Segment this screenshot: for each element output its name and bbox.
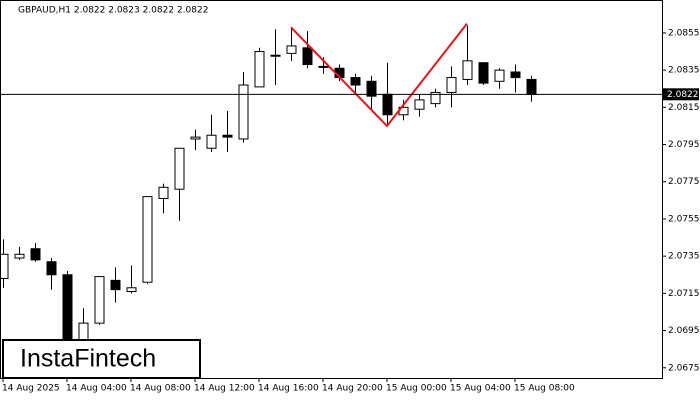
x-tick-label: 14 Aug 2025 bbox=[2, 384, 60, 394]
candle-body bbox=[270, 54, 281, 57]
x-tick-label: 14 Aug 04:00 bbox=[66, 384, 127, 394]
current-price-label: 2.0822 bbox=[667, 90, 699, 100]
candle-body bbox=[158, 186, 169, 199]
x-tick-label: 14 Aug 12:00 bbox=[194, 384, 255, 394]
candle-body bbox=[350, 77, 361, 86]
candle-body bbox=[94, 276, 105, 324]
x-tick-label: 14 Aug 20:00 bbox=[322, 384, 383, 394]
candle-body bbox=[430, 91, 441, 105]
candle-body bbox=[526, 78, 537, 95]
x-tick-label: 15 Aug 04:00 bbox=[450, 384, 511, 394]
candle-body bbox=[382, 93, 393, 116]
plot-frame bbox=[0, 0, 663, 379]
candle-body bbox=[78, 322, 89, 341]
x-tick-label: 15 Aug 08:00 bbox=[514, 384, 575, 394]
candle-body bbox=[510, 71, 521, 79]
y-tick-label: 2.0755 bbox=[668, 214, 700, 224]
candle-body bbox=[142, 196, 153, 283]
y-tick-label: 2.0675 bbox=[668, 363, 700, 373]
candle-body bbox=[206, 134, 217, 149]
candle-body bbox=[494, 69, 505, 82]
candle-body bbox=[190, 136, 201, 140]
candle-body bbox=[302, 47, 313, 66]
y-tick-label: 2.0775 bbox=[668, 177, 700, 187]
y-tick-label: 2.0695 bbox=[668, 326, 700, 336]
chart-title: GBPAUD,H1 2.0822 2.0823 2.0822 2.0822 bbox=[18, 6, 208, 16]
y-tick-label: 2.0835 bbox=[668, 66, 700, 76]
y-tick-label: 2.0715 bbox=[668, 289, 700, 299]
x-tick-label: 15 Aug 00:00 bbox=[386, 384, 447, 394]
candle-body bbox=[478, 62, 489, 84]
y-tick-label: 2.0815 bbox=[668, 103, 700, 113]
candle-body bbox=[30, 248, 41, 261]
candle-body bbox=[174, 147, 185, 190]
candle-body bbox=[254, 51, 265, 88]
candle-body bbox=[1, 253, 9, 279]
y-tick-label: 2.0855 bbox=[668, 28, 700, 38]
candle-body bbox=[238, 84, 249, 140]
candle-body bbox=[446, 77, 457, 93]
y-tick-label: 2.0795 bbox=[668, 140, 700, 150]
logo: InstaFintech bbox=[20, 345, 156, 373]
candle-body bbox=[14, 253, 25, 259]
logo-box bbox=[2, 339, 201, 379]
plot bbox=[1, 23, 537, 374]
current-price-box bbox=[663, 88, 699, 101]
x-tick-label: 14 Aug 16:00 bbox=[258, 384, 319, 394]
candle-body bbox=[222, 134, 233, 138]
pattern-line bbox=[290, 23, 468, 128]
candle-body bbox=[366, 80, 377, 97]
candle-body bbox=[414, 99, 425, 110]
candle-body bbox=[46, 261, 57, 276]
x-tick-label: 14 Aug 08:00 bbox=[130, 384, 191, 394]
candle-body bbox=[318, 65, 329, 68]
y-tick-label: 2.0735 bbox=[668, 252, 700, 262]
candle-body bbox=[110, 279, 121, 291]
candle-body bbox=[126, 287, 137, 292]
candle-body bbox=[462, 60, 473, 80]
candle-body bbox=[286, 45, 297, 54]
